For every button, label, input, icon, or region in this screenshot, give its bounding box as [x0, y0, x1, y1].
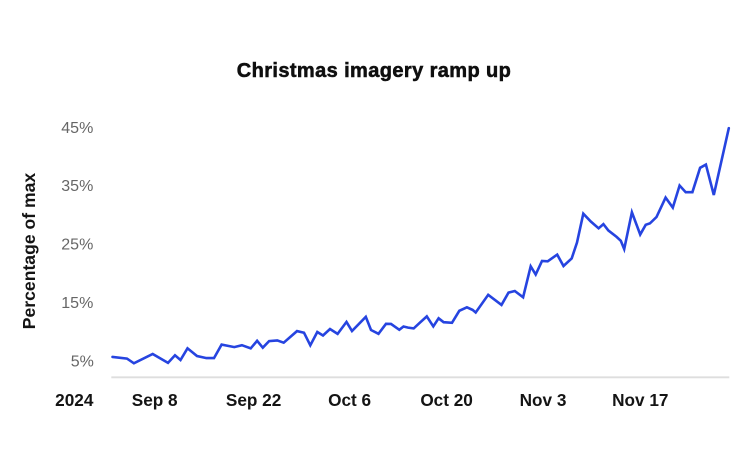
svg-text:Percentage of max: Percentage of max	[19, 173, 39, 330]
svg-text:5%: 5%	[71, 354, 94, 371]
svg-text:2024: 2024	[55, 390, 94, 410]
svg-text:Sep 8: Sep 8	[132, 390, 178, 410]
svg-text:Nov 17: Nov 17	[612, 390, 668, 410]
svg-text:35%: 35%	[61, 178, 93, 195]
svg-text:45%: 45%	[61, 120, 93, 137]
svg-text:Sep 22: Sep 22	[226, 390, 281, 410]
svg-text:Nov 3: Nov 3	[520, 390, 567, 410]
svg-text:Christmas imagery ramp up: Christmas imagery ramp up	[237, 60, 512, 82]
svg-text:15%: 15%	[61, 295, 93, 312]
svg-text:Oct 20: Oct 20	[420, 390, 473, 410]
svg-text:25%: 25%	[61, 237, 93, 254]
svg-text:Oct 6: Oct 6	[328, 390, 371, 410]
